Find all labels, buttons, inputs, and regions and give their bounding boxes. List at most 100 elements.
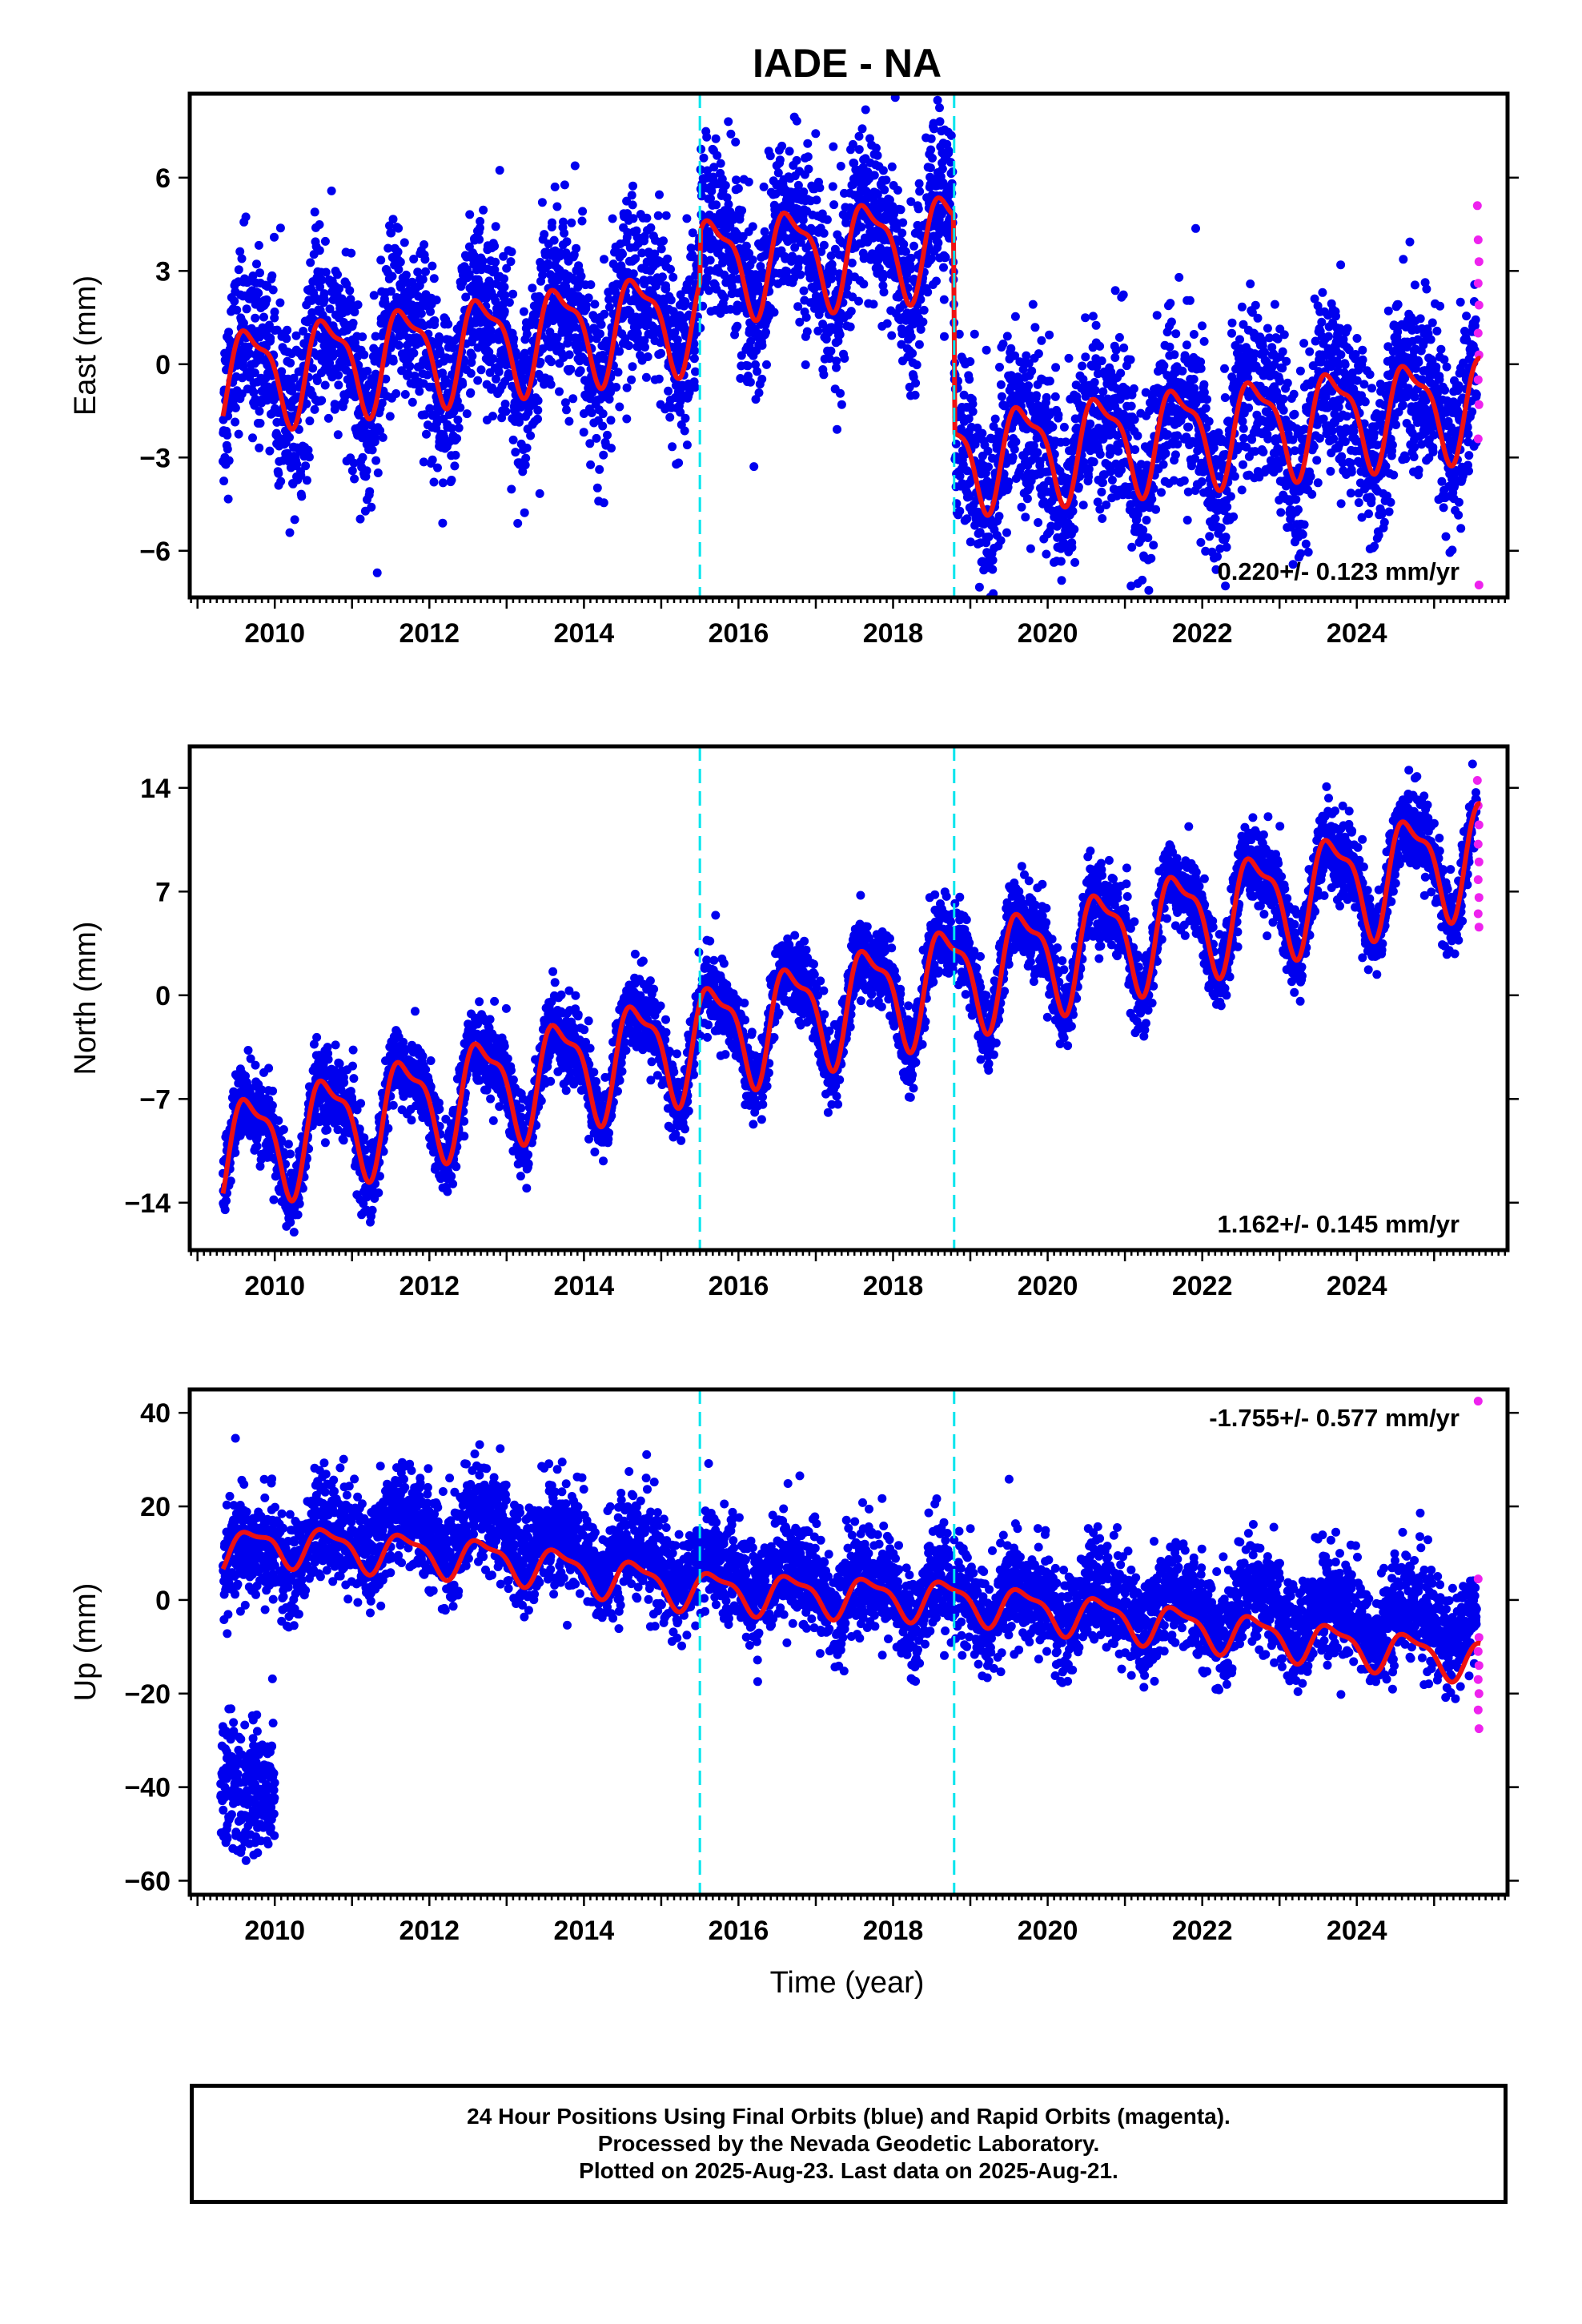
final-orbit-point [1239,424,1248,433]
final-orbit-point [1098,514,1107,523]
final-orbit-point [1222,542,1231,552]
final-orbit-point [1102,501,1111,509]
final-orbit-point [1289,389,1299,399]
final-orbit-point [262,295,271,304]
final-orbit-point [613,368,623,377]
final-orbit-point [519,307,528,316]
final-orbit-point [938,164,947,174]
final-orbit-point [586,280,596,289]
final-orbit-point [607,444,616,453]
final-orbit-point [325,359,335,368]
final-orbit-point [520,508,529,517]
final-orbit-point [1309,442,1319,452]
final-orbit-point [430,316,440,325]
final-orbit-point [775,155,785,165]
final-orbit-point [1334,402,1343,412]
final-orbit-point [321,267,331,277]
final-orbit-point [1081,352,1090,362]
final-orbit-point [857,124,867,134]
final-orbit-point [306,258,315,267]
final-orbit-point [388,356,398,366]
final-orbit-point [935,117,945,127]
final-orbit-point [479,205,488,215]
final-orbit-point [518,467,528,476]
final-orbit-point [421,267,430,276]
final-orbit-point [1090,377,1099,387]
final-orbit-point [1246,279,1255,288]
final-orbit-point [465,210,475,219]
final-orbit-point [760,227,769,236]
final-orbit-point [251,313,260,323]
final-orbit-point [1299,520,1309,529]
final-orbit-point [909,241,918,251]
final-orbit-point [237,254,247,263]
final-orbit-point [267,271,277,280]
final-orbit-point [1119,343,1129,352]
final-orbit-point [1110,353,1120,362]
final-orbit-point [757,374,767,384]
final-orbit-point [829,200,839,210]
final-orbit-point [371,369,380,379]
final-orbit-point [535,489,544,498]
final-orbit-point [335,283,344,293]
final-orbit-point [1142,516,1151,525]
final-orbit-point [1279,394,1288,404]
final-orbit-point [804,164,813,174]
final-orbit-point [596,320,606,329]
final-orbit-point [235,247,245,256]
final-orbit-point [1205,532,1215,541]
final-orbit-point [423,370,432,380]
final-orbit-point [819,228,829,238]
final-orbit-point [1010,444,1019,454]
final-orbit-point [230,296,239,306]
final-orbit-point [1133,431,1142,440]
final-orbit-point [500,291,510,300]
final-orbit-point [1305,347,1315,356]
final-orbit-point [310,404,319,414]
final-orbit-point [248,433,257,443]
final-orbit-point [432,418,442,428]
final-orbit-point [1185,296,1195,305]
final-orbit-point [578,207,588,216]
final-orbit-point [1126,401,1136,411]
final-orbit-point [966,357,975,366]
final-orbit-point [691,367,700,376]
final-orbit-point [1048,422,1058,432]
final-orbit-point [690,383,700,392]
final-orbit-point [1032,391,1041,400]
final-orbit-point [1275,376,1284,386]
final-orbit-point [711,134,721,143]
final-orbit-point [627,191,636,200]
final-orbit-point [612,383,621,392]
final-orbit-point [595,464,604,474]
final-orbit-point [348,319,358,328]
final-orbit-point [475,223,484,233]
final-orbit-point [869,300,878,309]
final-orbit-point [422,429,431,439]
final-orbit-point [315,220,324,229]
final-orbit-point [908,348,917,358]
final-orbit-points [219,94,1481,597]
final-orbit-point [948,167,958,176]
final-orbit-point [301,461,311,471]
final-orbit-point [869,171,879,180]
final-orbit-point [661,211,671,220]
final-orbit-point [242,304,251,314]
final-orbit-point [393,247,403,256]
final-orbit-point [481,294,491,304]
final-orbit-point [323,413,333,423]
final-orbit-point [1033,448,1042,457]
final-orbit-point [664,386,673,396]
final-orbit-point [345,286,355,296]
final-orbit-point [857,223,866,231]
final-orbit-point [1111,345,1121,355]
final-orbit-point [1095,449,1105,459]
final-orbit-point [1042,392,1051,402]
final-orbit-point [255,407,264,416]
final-orbit-point [452,434,462,443]
final-orbit-point [984,462,993,472]
final-orbit-point [1178,366,1187,376]
final-orbit-point [1068,506,1078,516]
final-orbit-point [350,308,359,317]
final-orbit-point [310,207,319,217]
